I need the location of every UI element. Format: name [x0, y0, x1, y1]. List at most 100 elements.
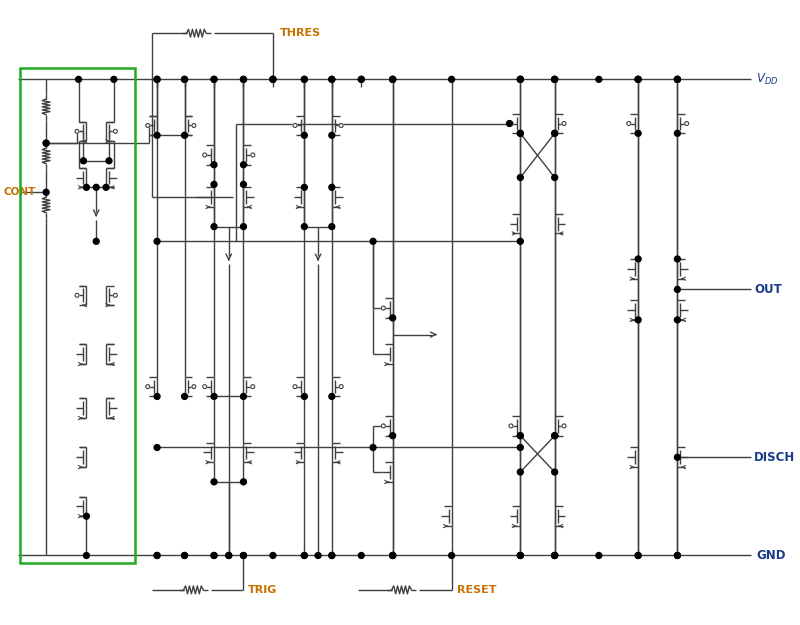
Circle shape — [562, 424, 566, 428]
Circle shape — [241, 181, 246, 188]
Circle shape — [518, 131, 523, 136]
Circle shape — [635, 76, 641, 82]
Circle shape — [241, 552, 246, 558]
Circle shape — [202, 384, 206, 389]
Circle shape — [627, 121, 630, 126]
Circle shape — [358, 76, 364, 82]
Circle shape — [370, 238, 376, 244]
Circle shape — [329, 552, 334, 558]
Circle shape — [674, 131, 680, 136]
Circle shape — [552, 76, 558, 82]
Circle shape — [226, 552, 232, 558]
Circle shape — [315, 552, 321, 558]
Circle shape — [674, 552, 680, 558]
Circle shape — [302, 76, 307, 82]
Circle shape — [192, 384, 196, 389]
Circle shape — [674, 76, 680, 82]
Circle shape — [202, 153, 206, 157]
Circle shape — [182, 76, 187, 82]
Circle shape — [329, 552, 334, 558]
Circle shape — [83, 184, 90, 190]
Circle shape — [635, 76, 641, 82]
Circle shape — [192, 124, 196, 127]
Circle shape — [211, 552, 217, 558]
Circle shape — [103, 184, 109, 190]
Circle shape — [390, 552, 396, 558]
Circle shape — [226, 552, 232, 558]
Circle shape — [114, 129, 118, 133]
Circle shape — [302, 552, 307, 558]
Circle shape — [509, 424, 513, 428]
Circle shape — [146, 384, 150, 389]
Circle shape — [518, 76, 523, 82]
Text: CONT: CONT — [4, 188, 36, 198]
Circle shape — [270, 76, 276, 82]
Circle shape — [293, 124, 297, 127]
Circle shape — [81, 158, 86, 164]
Circle shape — [211, 394, 217, 399]
Circle shape — [390, 76, 396, 82]
Circle shape — [518, 76, 523, 82]
Circle shape — [43, 140, 49, 146]
Circle shape — [674, 256, 680, 262]
Circle shape — [635, 552, 641, 558]
Text: RESET: RESET — [457, 585, 496, 595]
Circle shape — [182, 132, 187, 138]
Circle shape — [596, 552, 602, 558]
Circle shape — [302, 224, 307, 229]
Circle shape — [518, 552, 523, 558]
Circle shape — [552, 174, 558, 181]
Circle shape — [270, 76, 276, 82]
Circle shape — [241, 394, 246, 399]
Circle shape — [390, 315, 396, 321]
Circle shape — [329, 76, 334, 82]
Circle shape — [552, 76, 558, 82]
Circle shape — [518, 444, 523, 451]
Circle shape — [674, 454, 680, 460]
Circle shape — [518, 469, 523, 475]
Circle shape — [211, 76, 217, 82]
Circle shape — [390, 76, 396, 82]
Circle shape — [94, 238, 99, 244]
Circle shape — [241, 76, 246, 82]
Circle shape — [518, 552, 523, 558]
Circle shape — [674, 76, 680, 82]
Circle shape — [635, 256, 641, 262]
Circle shape — [329, 184, 334, 190]
Circle shape — [211, 224, 217, 229]
Circle shape — [114, 293, 118, 298]
Circle shape — [562, 121, 566, 126]
Circle shape — [518, 131, 523, 136]
Circle shape — [241, 479, 246, 485]
Circle shape — [339, 124, 343, 127]
Circle shape — [635, 317, 641, 322]
Circle shape — [390, 432, 396, 439]
Circle shape — [449, 76, 454, 82]
Circle shape — [43, 189, 49, 195]
Circle shape — [293, 384, 297, 389]
Circle shape — [596, 76, 602, 82]
Circle shape — [329, 132, 334, 138]
Circle shape — [382, 306, 386, 310]
Circle shape — [182, 76, 187, 82]
Circle shape — [251, 153, 254, 157]
Circle shape — [509, 121, 513, 126]
Circle shape — [182, 552, 187, 558]
Circle shape — [449, 552, 454, 558]
Circle shape — [211, 181, 217, 188]
Circle shape — [552, 432, 558, 439]
Circle shape — [552, 432, 558, 439]
Text: GND: GND — [756, 549, 786, 562]
Circle shape — [241, 76, 246, 82]
Circle shape — [211, 162, 217, 168]
Circle shape — [302, 132, 307, 138]
Circle shape — [635, 552, 641, 558]
Circle shape — [182, 552, 187, 558]
Circle shape — [506, 121, 513, 126]
Circle shape — [370, 444, 376, 451]
Circle shape — [154, 76, 160, 82]
Circle shape — [685, 121, 689, 126]
Circle shape — [106, 158, 112, 164]
Circle shape — [358, 552, 364, 558]
Circle shape — [390, 76, 396, 82]
